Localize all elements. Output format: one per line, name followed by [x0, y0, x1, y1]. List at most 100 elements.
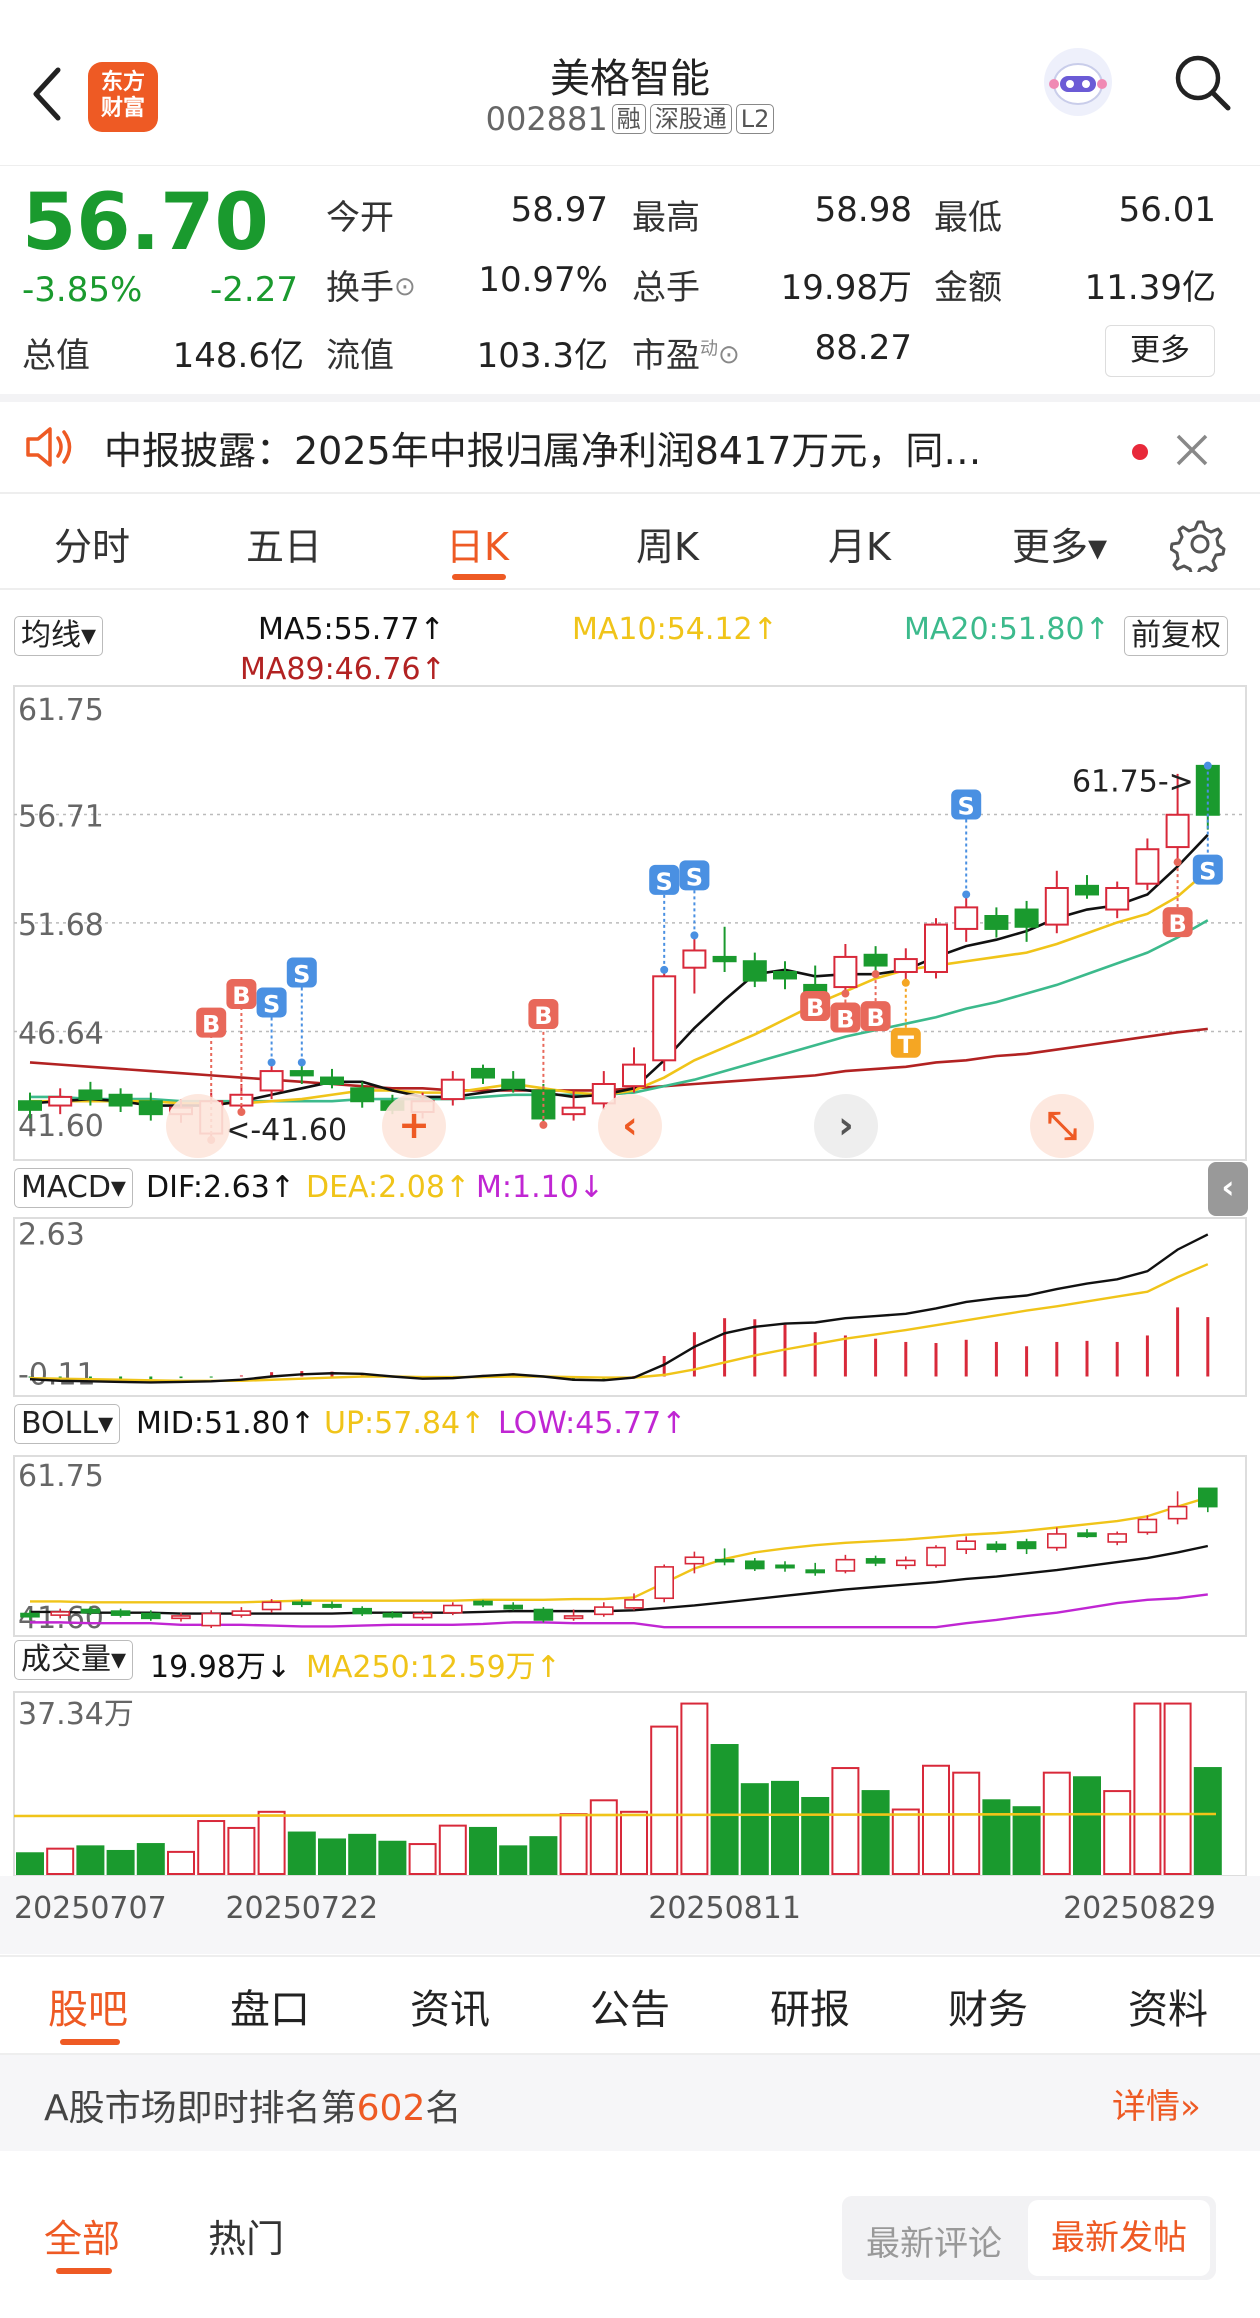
tab-five-day[interactable]: 五日 [246, 525, 323, 569]
label-float-cap: 流值 [326, 336, 394, 376]
side-panel-toggle[interactable] [1208, 1162, 1248, 1216]
boll-candle-up [926, 1546, 946, 1567]
boll-candle-down [533, 1608, 554, 1621]
ma20-legend: MA20:51.80↑ [904, 612, 1110, 647]
robot-avatar-icon[interactable] [1040, 44, 1116, 120]
candlestick-chart[interactable]: 61.75 56.71 51.68 46.64 41.60 61.75-> <-41.60 B… [0, 590, 1260, 1955]
volume-bar-down [801, 1796, 830, 1876]
boll-candle-down [805, 1569, 826, 1574]
label-total-cap: 总值 [22, 336, 90, 376]
candle-up [259, 1070, 284, 1092]
rank-detail-label: 详情 [1112, 2087, 1180, 2127]
boll-dropdown[interactable]: BOLL▾ [14, 1404, 121, 1444]
boll-candle-down [382, 1612, 403, 1618]
label-turnover[interactable]: 换手⊙ [326, 260, 416, 309]
signal-label: T [898, 1031, 915, 1059]
sort-latest-comment[interactable]: 最新评论 [866, 2224, 1002, 2264]
macd-y-tick: -0.11 [18, 1357, 96, 1392]
signal-label: S [263, 990, 280, 1018]
ma10-line [30, 869, 1209, 1105]
candle-down [108, 1093, 133, 1107]
signal-badge-s [679, 860, 710, 891]
k-line-chart-area: 均线▾ MA5:55.77↑ MA10:54.12↑ MA20:51.80↑ M… [0, 590, 1260, 1955]
back-icon[interactable] [26, 64, 70, 124]
app-logo[interactable]: 东方 财富 [88, 62, 158, 132]
tab-intraday[interactable]: 分时 [54, 525, 131, 569]
boll-y-tick: 61.75 [18, 1459, 104, 1494]
rank-detail-link[interactable]: 详情» [1112, 2079, 1201, 2128]
announcement-bar[interactable]: 中报披露：2025年中报归属净利润8417万元，同… [0, 394, 1260, 494]
boll-candle-down [1016, 1541, 1037, 1550]
signal-badge-s [1192, 854, 1223, 885]
signal-label: B [806, 994, 824, 1022]
value-volume: 19.98万 [780, 268, 912, 308]
candle-up [1165, 813, 1190, 849]
signal-dot [1173, 858, 1182, 867]
rank-number: 602 [356, 2088, 426, 2129]
market-rank-bar[interactable]: A股市场即时排名第602名 详情» [0, 2055, 1260, 2151]
x-axis-date-label: 20250811 [648, 1891, 801, 1926]
tab-forum[interactable]: 股吧 [48, 1987, 128, 2033]
search-icon[interactable] [1172, 52, 1234, 114]
candle-down [742, 960, 767, 982]
rank-suffix: 名 [425, 2088, 462, 2129]
boll-y-tick: 41.60 [18, 1601, 104, 1636]
volume-dropdown[interactable]: 成交量▾ [14, 1640, 134, 1680]
volume-bar-down [1073, 1776, 1101, 1876]
stock-section-tabs: 股吧 盘口 资讯 公告 研报 财务 资料 [0, 1955, 1260, 2055]
signal-dot [267, 1058, 276, 1067]
adjust-mode-button[interactable]: 前复权 [1124, 616, 1228, 656]
volume-bar-down [1012, 1806, 1041, 1876]
candle-down [984, 915, 1009, 930]
volume-bar-up [831, 1767, 860, 1876]
tab-finance[interactable]: 财务 [948, 1987, 1028, 2033]
volume-bar-up [680, 1702, 709, 1876]
candle-up [893, 958, 918, 973]
label-low: 最低 [934, 198, 1002, 238]
zoom-in-button[interactable] [382, 1094, 446, 1158]
volume-bar-up [1163, 1702, 1192, 1876]
tab-monthly-k[interactable]: 月K [828, 525, 891, 569]
volume-bar-up [1042, 1771, 1071, 1876]
macd-dropdown[interactable]: MACD▾ [14, 1168, 133, 1208]
next-button[interactable] [814, 1094, 878, 1158]
signal-label: S [293, 960, 310, 988]
label-pe[interactable]: 市盈动⊙ [632, 328, 740, 377]
feed-tab-all[interactable]: 全部 [44, 2217, 121, 2261]
more-button[interactable]: 更多 [1105, 325, 1215, 377]
boll-candle-down [1198, 1487, 1218, 1508]
value-low: 56.01 [1118, 190, 1216, 230]
gear-icon[interactable] [1169, 516, 1226, 578]
feed-tab-hot[interactable]: 热门 [208, 2217, 285, 2261]
close-icon[interactable] [1174, 432, 1210, 468]
tab-profile[interactable]: 资料 [1128, 1987, 1208, 2033]
tab-news[interactable]: 资讯 [410, 1987, 490, 2033]
ma-type-dropdown[interactable]: 均线▾ [14, 616, 104, 656]
candle-up [561, 1106, 586, 1116]
tab-more[interactable]: 更多▾ [1012, 525, 1108, 569]
boll-candle-down [352, 1607, 373, 1615]
boll-candle-down [714, 1558, 735, 1563]
label-turnover-text: 换手 [326, 268, 394, 308]
info-icon[interactable]: ⊙ [718, 340, 740, 370]
tab-daily-k[interactable]: 日K [446, 525, 509, 569]
boll-candle-down [865, 1558, 886, 1564]
tab-announcements[interactable]: 公告 [590, 1987, 670, 2033]
indicator-left-bubble [166, 1094, 230, 1158]
sort-latest-post[interactable]: 最新发帖 [1028, 2200, 1210, 2276]
boll-candle-up [1047, 1533, 1067, 1549]
tab-order-book[interactable]: 盘口 [230, 1987, 310, 2033]
volume-bar-down [861, 1790, 890, 1875]
collapse-button[interactable] [1030, 1094, 1094, 1158]
info-icon[interactable]: ⊙ [394, 272, 416, 302]
value-total-cap: 148.6亿 [172, 336, 304, 376]
rank-text: A股市场即时排名第602名 [44, 2079, 461, 2131]
change-percent: -3.85% [22, 270, 143, 310]
prev-button[interactable] [598, 1094, 662, 1158]
tab-weekly-k[interactable]: 周K [636, 525, 699, 569]
tab-research[interactable]: 研报 [770, 1987, 850, 2033]
candle-up [1044, 887, 1069, 926]
signal-dot [871, 970, 880, 979]
signal-dot [1203, 761, 1212, 770]
signal-badge-b [226, 979, 257, 1009]
